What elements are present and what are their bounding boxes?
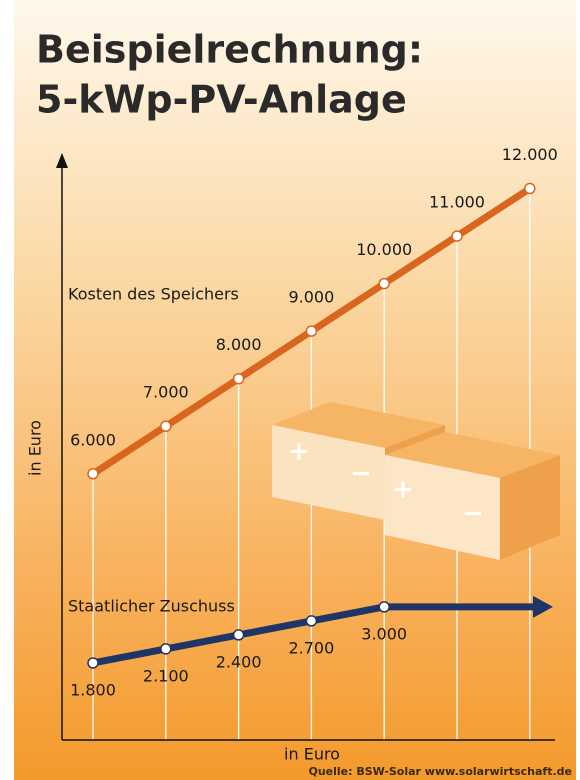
data-point: [306, 326, 316, 336]
value-label: 2.400: [216, 652, 262, 671]
data-point: [161, 644, 171, 654]
data-point: [161, 421, 171, 431]
data-point: [88, 658, 98, 668]
data-point: [525, 184, 535, 194]
svg-text:−: −: [462, 499, 484, 529]
series-label: Kosten des Speichers: [68, 284, 239, 303]
y-axis-label: in Euro: [26, 420, 45, 476]
value-label: 9.000: [288, 288, 334, 307]
data-point: [234, 374, 244, 384]
value-label: 2.100: [143, 666, 189, 685]
value-label: 10.000: [356, 240, 412, 259]
source: Quelle: BSW-Solar www.solarwirtschaft.de: [309, 765, 573, 778]
value-label: 12.000: [502, 145, 558, 164]
value-label: 6.000: [70, 430, 116, 449]
data-point: [88, 469, 98, 479]
series-label: Staatlicher Zuschuss: [68, 596, 235, 615]
chart: Beispielrechnung: 5-kWp-PV-Anlage + − + …: [0, 0, 580, 780]
value-label: 3.000: [361, 624, 407, 643]
svg-text:−: −: [350, 459, 372, 489]
value-label: 7.000: [143, 383, 189, 402]
value-label: 2.700: [288, 638, 334, 657]
x-axis-label: in Euro: [284, 745, 340, 764]
svg-text:+: +: [392, 475, 414, 505]
data-point: [379, 602, 389, 612]
chart-title: Beispielrechnung:: [36, 28, 423, 72]
value-label: 1.800: [70, 680, 116, 699]
value-label: 8.000: [216, 335, 262, 354]
data-point: [379, 279, 389, 289]
data-point: [234, 630, 244, 640]
svg-text:+: +: [288, 437, 310, 467]
data-point: [452, 231, 462, 241]
value-label: 11.000: [429, 193, 485, 212]
data-point: [306, 616, 316, 626]
chart-subtitle: 5-kWp-PV-Anlage: [36, 78, 407, 122]
